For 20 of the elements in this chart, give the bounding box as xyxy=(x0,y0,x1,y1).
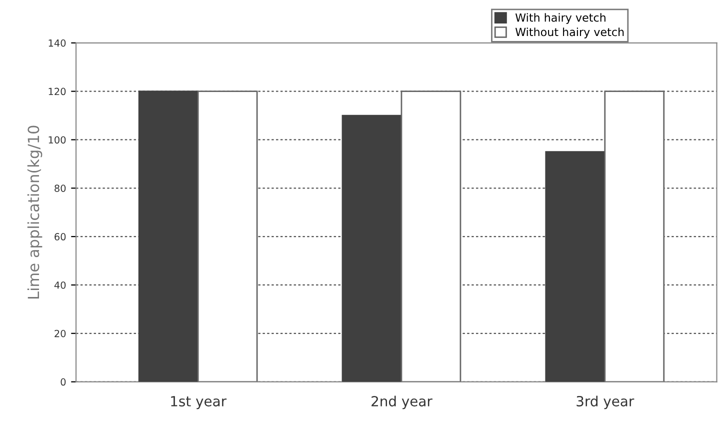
x-tick-label: 1st year xyxy=(171,396,227,410)
bar xyxy=(197,90,258,382)
x-tick-label: 2nd year xyxy=(372,396,432,410)
y-axis-title: Lime application(kg/10 xyxy=(27,126,42,298)
bar xyxy=(400,90,462,382)
y-tick-label: 120 xyxy=(48,88,66,96)
legend-label: With hairy vetch xyxy=(515,13,606,24)
x-tick-label: 3rd year xyxy=(576,396,634,410)
y-tick-label: 20 xyxy=(54,330,66,338)
y-tick-label: 100 xyxy=(48,136,66,144)
y-tick-label: 40 xyxy=(54,281,66,289)
y-tick-label: 0 xyxy=(60,378,66,386)
legend-label: Without hairy vetch xyxy=(515,28,624,38)
y-tick-label: 60 xyxy=(54,233,66,240)
y-tick-label: 140 xyxy=(48,39,66,47)
bar xyxy=(342,114,402,382)
y-tick-label: 80 xyxy=(54,184,66,192)
bar xyxy=(604,90,665,382)
bar xyxy=(138,90,199,382)
bar xyxy=(545,151,606,382)
